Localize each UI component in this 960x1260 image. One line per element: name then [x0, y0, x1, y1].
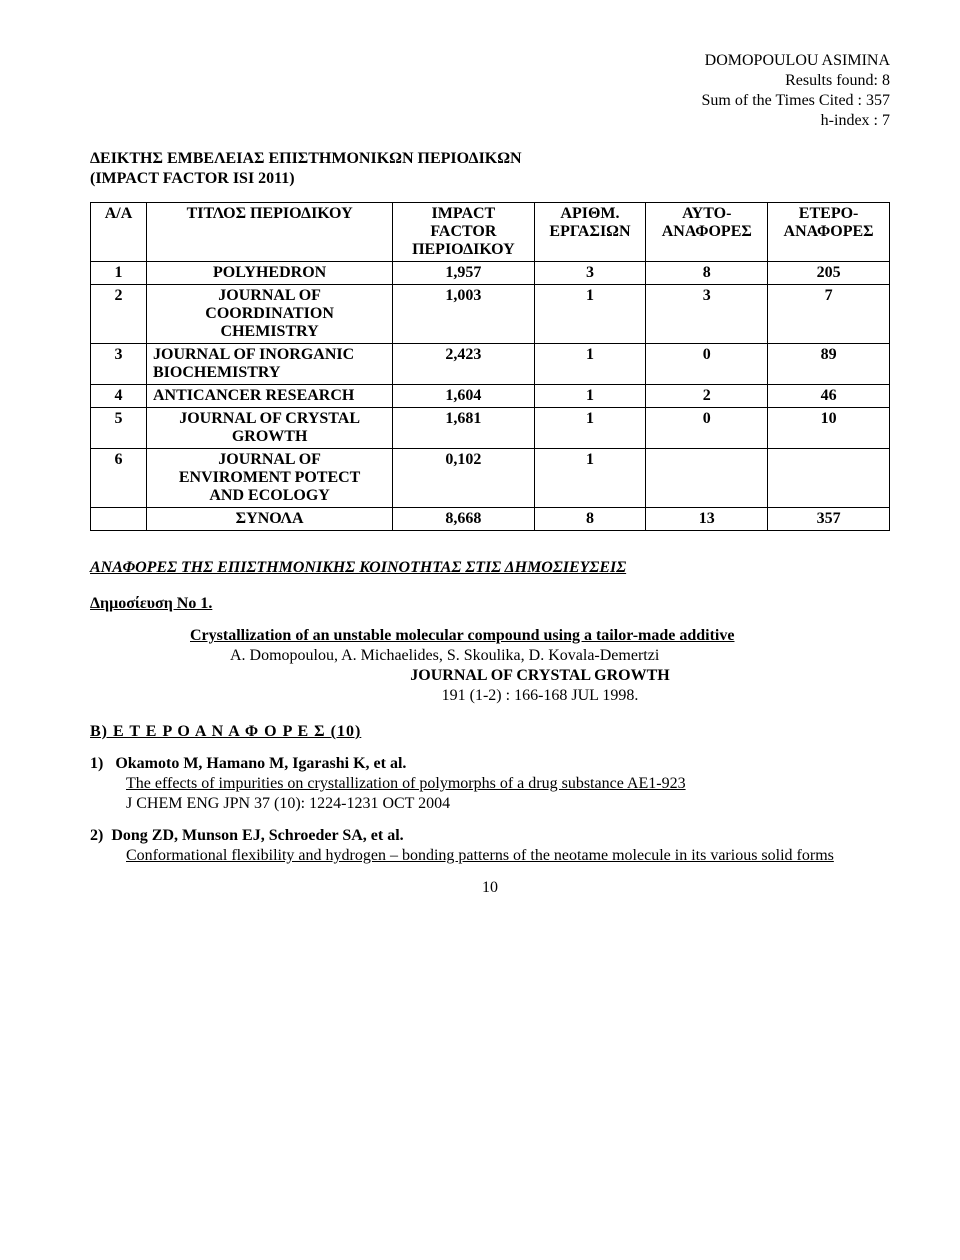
header-results: Results found: 8 [90, 72, 890, 90]
th-works: ΑΡΙΘΜ. ΕΡΓΑΣΙΩΝ [534, 203, 646, 262]
table-row: 1 POLYHEDRON 1,957 3 8 205 [91, 262, 890, 285]
table-row: 3 JOURNAL OF INORGANICBIOCHEMISTRY 2,423… [91, 344, 890, 385]
impact-factor-table: A/A ΤΙΤΛΟΣ ΠΕΡΙΟΔΙΚΟΥ IMPACT FACTOR ΠΕΡΙ… [90, 202, 890, 531]
paper-title: Crystallization of an unstable molecular… [190, 627, 890, 645]
section-subtitle: (IMPACT FACTOR ISI 2011) [90, 170, 890, 188]
th-title: ΤΙΤΛΟΣ ΠΕΡΙΟΔΙΚΟΥ [147, 203, 393, 262]
page-number: 10 [90, 879, 890, 897]
th-etero: ΕΤΕΡΟ- ΑΝΑΦΟΡΕΣ [768, 203, 890, 262]
header-sumcited: Sum of the Times Cited : 357 [90, 92, 890, 110]
header-name: DOMOPOULOU ASIMINA [90, 52, 890, 70]
paper-journal: JOURNAL OF CRYSTAL GROWTH [190, 667, 890, 685]
etero-heading: Β) Ε Τ Ε Ρ Ο Α Ν Α Φ Ο Ρ Ε Σ (10) [90, 723, 890, 741]
th-auto: ΑΥΤΟ- ΑΝΑΦΟΡΕΣ [646, 203, 768, 262]
ref-authors: Dong ZD, Munson EJ, Schroeder SA, et al. [111, 827, 403, 844]
publication-label: Δημοσίευση Νο 1. [90, 595, 890, 613]
reference-item: 2) Dong ZD, Munson EJ, Schroeder SA, et … [90, 827, 890, 865]
ref-title: The effects of impurities on crystalliza… [126, 775, 890, 793]
ref-journal: J CHEM ENG JPN 37 (10): 1224-1231 OCT 20… [126, 795, 890, 813]
table-row: 4 ANTICANCER RESEARCH 1,604 1 2 46 [91, 385, 890, 408]
header-block: DOMOPOULOU ASIMINA Results found: 8 Sum … [90, 52, 890, 130]
th-aa: A/A [91, 203, 147, 262]
header-hindex: h-index : 7 [90, 112, 890, 130]
refs-heading: ΑΝΑΦΟΡΕΣ ΤΗΣ ΕΠΙΣΤΗΜΟΝΙΚΗΣ ΚΟΙΝΟΤΗΤΑΣ ΣΤ… [90, 559, 890, 577]
th-impact: IMPACT FACTOR ΠΕΡΙΟΔΙΚΟΥ [393, 203, 534, 262]
ref-authors: Okamoto M, Hamano M, Igarashi K, et al. [115, 755, 406, 772]
paper-authors: A. Domopoulou, A. Michaelides, S. Skouli… [230, 647, 890, 665]
ref-title: Conformational flexibility and hydrogen … [126, 847, 890, 865]
table-row: 2 JOURNAL OFCOORDINATIONCHEMISTRY 1,003 … [91, 285, 890, 344]
reference-item: 1) Okamoto M, Hamano M, Igarashi K, et a… [90, 755, 890, 813]
table-totals-row: ΣΥΝΟΛΑ 8,668 8 13 357 [91, 508, 890, 531]
paper-issue: 191 (1-2) : 166-168 JUL 1998. [190, 687, 890, 705]
section-title: ΔΕΙΚΤΗΣ ΕΜΒΕΛΕΙΑΣ ΕΠΙΣΤΗΜΟΝΙΚΩΝ ΠΕΡΙΟΔΙΚ… [90, 150, 890, 168]
table-row: 5 JOURNAL OF CRYSTALGROWTH 1,681 1 0 10 [91, 408, 890, 449]
table-row: 6 JOURNAL OFENVIROMENT POTECTAND ECOLOGY… [91, 449, 890, 508]
paper-block: Crystallization of an unstable molecular… [190, 627, 890, 705]
